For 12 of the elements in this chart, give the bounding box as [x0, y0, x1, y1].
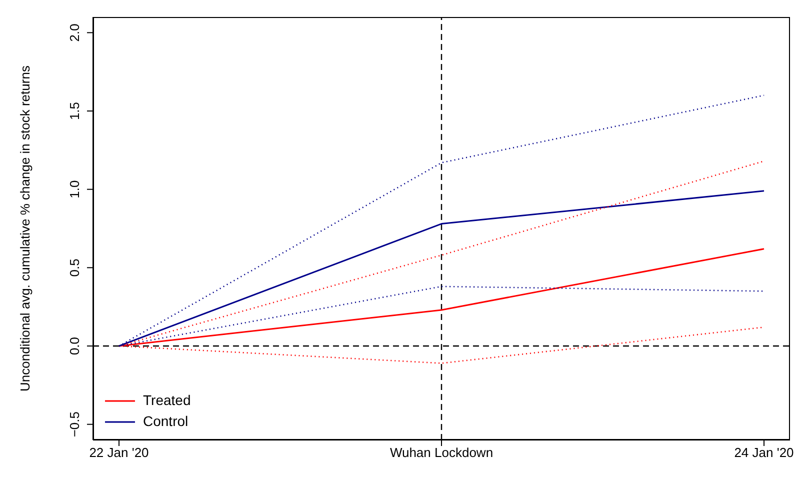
x-tick-label: 22 Jan '20 [89, 445, 149, 460]
x-tick-label: 24 Jan '20 [734, 445, 794, 460]
y-tick-label: 1.0 [67, 180, 82, 198]
x-tick-label: Wuhan Lockdown [390, 445, 494, 460]
y-tick-label: 0.0 [67, 336, 82, 356]
y-tick-label: 1.5 [67, 102, 82, 120]
y-tick-label: 0.5 [67, 258, 82, 277]
y-tick-label: 2.0 [67, 24, 82, 42]
y-tick-label: −0.5 [67, 411, 82, 438]
legend-label: Treated [143, 391, 191, 410]
legend-label: Control [143, 412, 188, 431]
y-axis-title: Unconditional avg. cumulative % change in stock returns [18, 65, 33, 392]
